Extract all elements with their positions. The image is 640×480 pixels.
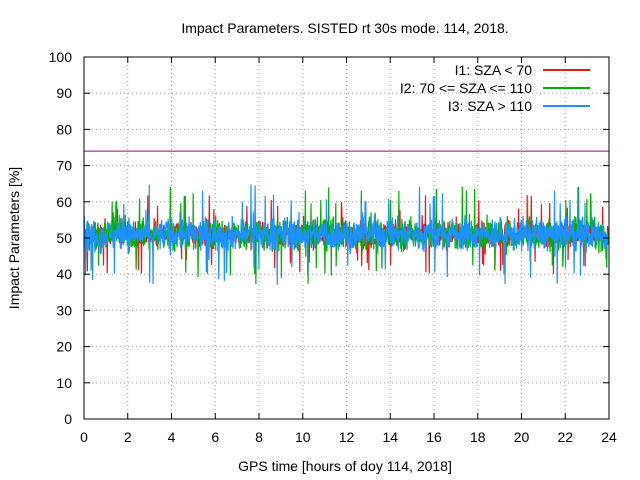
x-tick-label: 24 — [601, 429, 617, 445]
series-line-i3 — [83, 184, 610, 285]
y-tick-label: 70 — [56, 158, 72, 174]
y-tick-label: 20 — [56, 339, 72, 355]
y-tick-label: 60 — [56, 194, 72, 210]
x-tick-label: 4 — [168, 429, 176, 445]
y-tick-label: 40 — [56, 266, 72, 282]
x-tick-label: 10 — [295, 429, 311, 445]
y-tick-label: 90 — [56, 85, 72, 101]
y-tick-label: 0 — [64, 411, 72, 427]
y-tick-label: 80 — [56, 121, 72, 137]
x-tick-label: 6 — [211, 429, 219, 445]
legend-label-i3: I3: SZA > 110 — [448, 98, 532, 114]
chart-title: Impact Parameters. SISTED rt 30s mode. 1… — [181, 20, 508, 36]
x-tick-label: 2 — [124, 429, 132, 445]
x-tick-label: 14 — [382, 429, 398, 445]
x-tick-label: 22 — [557, 429, 573, 445]
x-tick-label: 20 — [514, 429, 530, 445]
x-tick-label: 0 — [80, 429, 88, 445]
y-tick-label: 30 — [56, 302, 72, 318]
x-axis-label: GPS time [hours of doy 114, 2018] — [238, 458, 452, 474]
legend-label-i1: I1: SZA < 70 — [455, 62, 533, 78]
x-tick-label: 12 — [339, 429, 355, 445]
x-tick-label: 18 — [470, 429, 486, 445]
y-tick-label: 100 — [49, 49, 73, 65]
data-series-layer — [83, 184, 610, 285]
y-axis-label: Impact Parameters [%] — [6, 167, 22, 309]
x-tick-label: 8 — [255, 429, 263, 445]
legend-label-i2: I2: 70 <= SZA <= 110 — [400, 80, 532, 96]
y-tick-label: 10 — [56, 375, 72, 391]
legend: I1: SZA < 70 I2: 70 <= SZA <= 110 I3: SZ… — [400, 62, 590, 114]
x-tick-label: 16 — [426, 429, 442, 445]
y-tick-label: 50 — [56, 230, 72, 246]
